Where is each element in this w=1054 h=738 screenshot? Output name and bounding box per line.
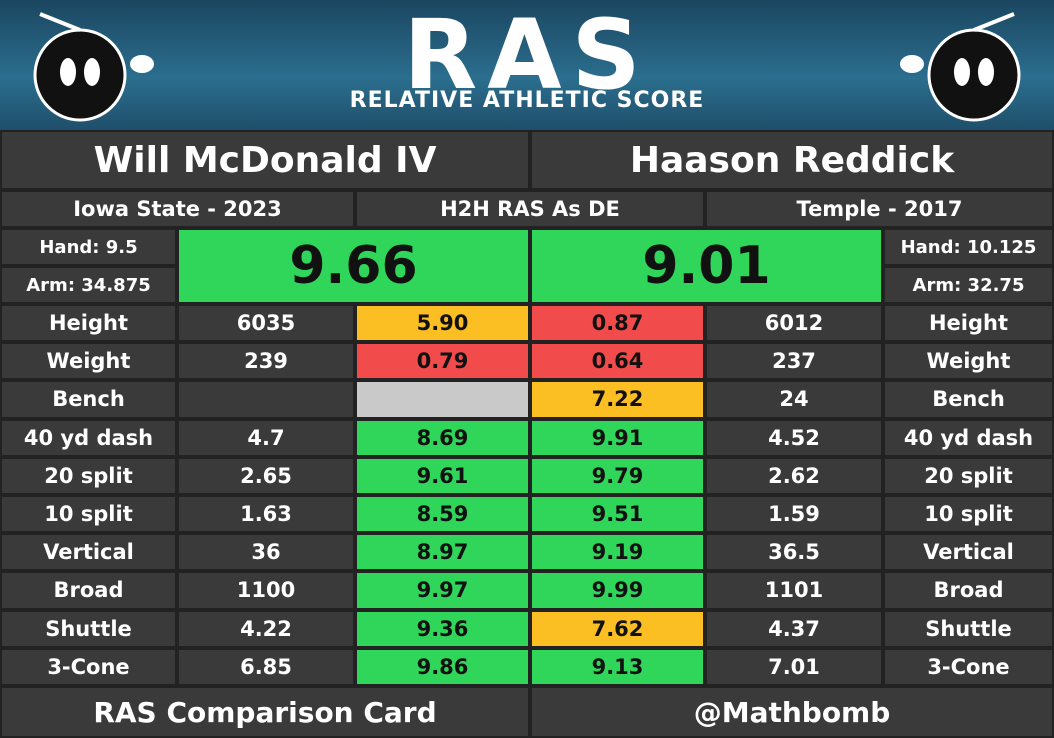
metric-value: 1100 bbox=[177, 571, 355, 610]
metric-value: 36 bbox=[177, 533, 355, 572]
ras-score: 9.01 bbox=[530, 228, 883, 304]
metric-score: 8.97 bbox=[355, 533, 530, 572]
metric-score: 5.90 bbox=[355, 304, 530, 343]
player-name: Haason Reddick bbox=[530, 130, 1054, 190]
footer-title: RAS Comparison Card bbox=[0, 686, 530, 738]
metric-value: 6035 bbox=[177, 304, 355, 343]
metric-label: Vertical bbox=[883, 533, 1054, 572]
metric-score: 9.61 bbox=[355, 456, 530, 495]
metric-label: Bench bbox=[883, 380, 1054, 419]
metric-score: 7.22 bbox=[530, 380, 705, 419]
metric-label: 3-Cone bbox=[883, 647, 1054, 686]
hand: Hand: 10.125 bbox=[883, 228, 1054, 266]
metric-label: Height bbox=[883, 304, 1054, 343]
metric-score bbox=[355, 380, 530, 419]
metric-score: 9.99 bbox=[530, 571, 705, 610]
metric-value: 4.37 bbox=[705, 609, 883, 648]
metric-score: 0.87 bbox=[530, 304, 705, 343]
metric-score: 9.91 bbox=[530, 418, 705, 457]
metric-value: 24 bbox=[705, 380, 883, 419]
metric-label: 20 split bbox=[883, 456, 1054, 495]
metric-value: 4.7 bbox=[177, 418, 355, 457]
metric-label: Broad bbox=[883, 571, 1054, 610]
comparison-label: H2H RAS As DE bbox=[355, 190, 705, 228]
metric-label: Shuttle bbox=[0, 609, 177, 648]
hand: Hand: 9.5 bbox=[0, 228, 177, 266]
metric-score: 8.59 bbox=[355, 495, 530, 534]
bomb-right bbox=[900, 12, 1021, 122]
metric-label: 40 yd dash bbox=[883, 418, 1054, 457]
metric-value: 237 bbox=[705, 342, 883, 381]
mascots bbox=[33, 12, 1021, 122]
metric-label: 40 yd dash bbox=[0, 418, 177, 457]
metric-value: 1.63 bbox=[177, 495, 355, 534]
metric-value: 2.65 bbox=[177, 456, 355, 495]
metric-value: 6012 bbox=[705, 304, 883, 343]
metric-label: 10 split bbox=[0, 495, 177, 534]
metric-value: 4.22 bbox=[177, 609, 355, 648]
metric-score: 0.79 bbox=[355, 342, 530, 381]
metric-label: 3-Cone bbox=[0, 647, 177, 686]
metric-value: 1101 bbox=[705, 571, 883, 610]
metric-label: Height bbox=[0, 304, 177, 343]
metric-score: 9.79 bbox=[530, 456, 705, 495]
arm: Arm: 32.75 bbox=[883, 266, 1054, 304]
metric-label: Weight bbox=[883, 342, 1054, 381]
metric-score: 7.62 bbox=[530, 609, 705, 648]
metric-label: Bench bbox=[0, 380, 177, 419]
metric-score: 9.97 bbox=[355, 571, 530, 610]
logo-subtitle: RELATIVE ATHLETIC SCORE bbox=[349, 88, 705, 113]
metric-value: 4.52 bbox=[705, 418, 883, 457]
metric-score: 8.69 bbox=[355, 418, 530, 457]
metric-value bbox=[177, 380, 355, 419]
metric-value: 2.62 bbox=[705, 456, 883, 495]
metric-label: 20 split bbox=[0, 456, 177, 495]
metric-value: 6.85 bbox=[177, 647, 355, 686]
school: Temple - 2017 bbox=[705, 190, 1054, 228]
metric-score: 0.64 bbox=[530, 342, 705, 381]
metric-value: 239 bbox=[177, 342, 355, 381]
footer-handle: @Mathbomb bbox=[530, 686, 1054, 738]
header: RAS RELATIVE ATHLETIC SCORE bbox=[0, 0, 1054, 130]
metric-label: Vertical bbox=[0, 533, 177, 572]
metric-value: 7.01 bbox=[705, 647, 883, 686]
metric-score: 9.51 bbox=[530, 495, 705, 534]
metric-score: 9.36 bbox=[355, 609, 530, 648]
arm: Arm: 34.875 bbox=[0, 266, 177, 304]
player-name: Will McDonald IV bbox=[0, 130, 530, 190]
ras-score: 9.66 bbox=[177, 228, 530, 304]
logo: RAS bbox=[403, 0, 651, 111]
metric-score: 9.86 bbox=[355, 647, 530, 686]
metric-label: Weight bbox=[0, 342, 177, 381]
metric-label: 10 split bbox=[883, 495, 1054, 534]
school: Iowa State - 2023 bbox=[0, 190, 355, 228]
bomb-left bbox=[33, 12, 154, 122]
metric-label: Shuttle bbox=[883, 609, 1054, 648]
metric-label: Broad bbox=[0, 571, 177, 610]
metric-value: 36.5 bbox=[705, 533, 883, 572]
metric-value: 1.59 bbox=[705, 495, 883, 534]
metric-score: 9.13 bbox=[530, 647, 705, 686]
metric-score: 9.19 bbox=[530, 533, 705, 572]
